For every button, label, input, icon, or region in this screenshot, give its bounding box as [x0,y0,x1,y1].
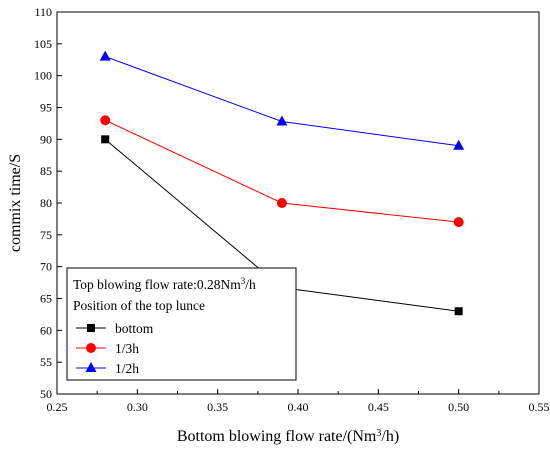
y-tick-label-105: 105 [34,37,52,51]
x-tick-label-0.35: 0.35 [207,400,228,414]
y-tick-label-65: 65 [40,292,52,306]
legend: Top blowing flow rate:0.28Nm3/h Position… [66,267,297,381]
x-tick-label-0.40: 0.40 [288,400,309,414]
x-axis-title-sup: 3 [376,428,381,439]
y-tick-label-100: 100 [34,69,52,83]
data-point-1-2h-0 [99,50,111,61]
legend-marker-1-3h [86,343,96,353]
legend-entries: bottom 1/3h 1/2h [76,321,154,376]
x-tick-label-0.30: 0.30 [127,400,148,414]
y-tick-label-50: 50 [40,387,52,401]
x-tick-label-0.25: 0.25 [47,400,68,414]
y-axis-title: commix time/S [7,154,24,252]
legend-title-position: Position of the top lunce [73,298,205,313]
data-point-1-2h-1 [276,115,288,126]
y-tick-label-85: 85 [40,164,52,178]
x-axis: 0.25 0.30 0.35 0.40 0.45 0.50 0.55 [47,389,550,414]
y-tick-label-80: 80 [40,196,52,210]
y-axis: 50 55 60 65 70 75 80 85 90 95 100 105 110 [34,5,62,401]
legend-box [66,267,297,381]
data-point-1-3h-1 [276,198,287,208]
y-tick-label-95: 95 [40,101,52,115]
legend-title-sup: 3 [241,276,246,286]
legend-title-end: /h [245,277,256,292]
x-axis-title-end: /h) [381,428,399,445]
y-tick-label-90: 90 [40,132,52,146]
data-point-1-3h-2 [453,217,464,228]
legend-label-bottom: bottom [115,321,154,336]
legend-marker-bottom [87,324,95,332]
data-point-1-2h-2 [453,139,465,150]
data-point-bottom-2 [454,307,463,316]
x-tick-label-0.45: 0.45 [368,400,389,414]
x-tick-label-0.55: 0.55 [529,400,550,414]
y-tick-label-110: 110 [34,5,52,19]
y-tick-label-55: 55 [40,355,52,369]
data-point-1-3h-0 [100,115,111,126]
y-tick-label-60: 60 [40,323,52,337]
x-tick-label-0.50: 0.50 [448,400,469,414]
series-line-1-2h [105,56,459,147]
y-tick-label-70: 70 [40,260,52,274]
data-point-bottom-0 [101,135,110,144]
x-axis-title: Bottom blowing flow rate/(Nm3/h) [177,428,399,446]
y-tick-label-75: 75 [40,228,52,242]
legend-title-main: Top blowing flow rate:0.28Nm [73,277,241,292]
legend-title-flow-rate: Top blowing flow rate:0.28Nm3/h [73,276,256,292]
legend-label-1-2h: 1/2h [115,361,139,376]
legend-marker-1-2h [85,362,97,372]
x-axis-title-main: Bottom blowing flow rate/(Nm [177,428,377,445]
legend-label-1-3h: 1/3h [115,341,139,356]
